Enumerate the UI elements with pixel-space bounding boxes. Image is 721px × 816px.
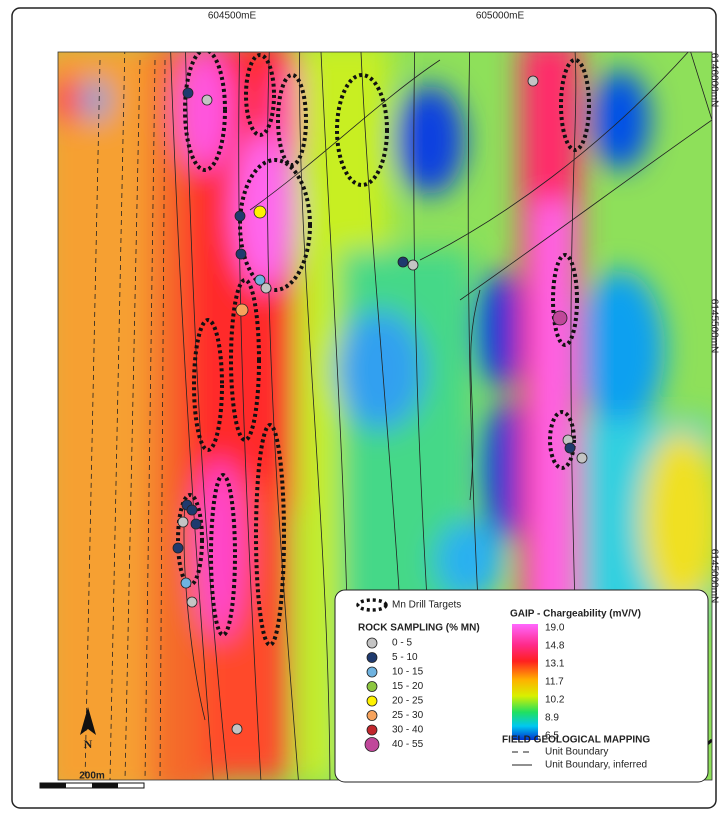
sample-symbol [365, 738, 379, 752]
legend-label: 30 - 40 [392, 725, 424, 736]
legend: Mn Drill Targets ROCK SAMPLING (% MN) GA… [335, 590, 708, 782]
legend-title: ROCK SAMPLING (% MN) [358, 623, 480, 634]
sample-symbol [367, 696, 377, 706]
northing-label: 6146000mN [708, 53, 719, 107]
legend-label: 15 - 20 [392, 681, 424, 692]
legend-label: 20 - 25 [392, 696, 424, 707]
colorbar-label: 13.1 [545, 659, 565, 670]
sample-symbol [367, 667, 377, 677]
legend-label: 10 - 15 [392, 667, 424, 678]
legend-label: Mn Drill Targets [392, 600, 461, 611]
legend-label: Unit Boundary, inferred [545, 760, 647, 771]
sample-symbol [367, 711, 377, 721]
easting-label: 605000mE [476, 11, 525, 22]
colorbar-label: 6.5 [545, 731, 559, 742]
scale-bar [40, 783, 144, 788]
legend-label: 40 - 55 [392, 739, 424, 750]
colorbar-label: 14.8 [545, 641, 565, 652]
legend-label: Unit Boundary [545, 747, 608, 758]
easting-label: 604500mE [208, 11, 257, 22]
legend-label: 0 - 5 [392, 638, 412, 649]
sample-symbol [367, 682, 377, 692]
colorbar-label: 10.2 [545, 695, 565, 706]
scale-label: 200m [79, 771, 105, 782]
colorbar-label: 19.0 [545, 623, 565, 634]
sample-symbol [367, 653, 377, 663]
legend-title: FIELD GEOLOGICAL MAPPING [502, 735, 650, 746]
northing-label: 6145500mN [708, 299, 719, 353]
legend-label: 5 - 10 [392, 652, 418, 663]
sample-symbol [367, 725, 377, 735]
sample-symbol [367, 638, 377, 648]
legend-label: 25 - 30 [392, 710, 424, 721]
colorbar [512, 624, 538, 740]
legend-title: GAIP - Chargeability (mV/V) [510, 609, 641, 620]
north-label: N [84, 737, 93, 751]
northing-label: 6145000mN [708, 549, 719, 603]
map-figure: 604500mE 605000mE 6146000mN 6145500mN 61… [0, 0, 721, 816]
colorbar-label: 11.7 [545, 677, 564, 688]
colorbar-label: 8.9 [545, 713, 559, 724]
